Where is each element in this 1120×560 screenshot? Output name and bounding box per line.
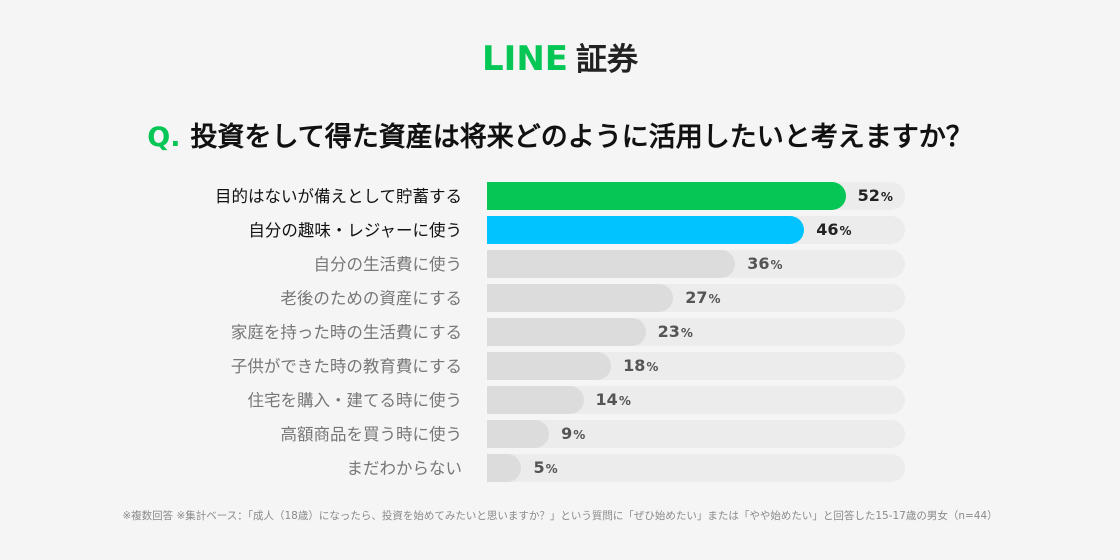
bar: [487, 386, 584, 414]
value-unit: %: [839, 224, 852, 238]
question-prefix: Q.: [147, 122, 181, 153]
chart-row: 目的はないが備えとして貯蓄する 52%: [0, 180, 1120, 210]
value-unit: %: [618, 394, 631, 408]
category-label: 目的はないが備えとして貯蓄する: [214, 187, 462, 206]
chart-row: 自分の生活費に使う 36%: [0, 248, 1120, 278]
logo-suffix: 証券: [576, 42, 638, 78]
value-unit: %: [880, 190, 893, 204]
chart-row: 自分の趣味・レジャーに使う 46%: [0, 214, 1120, 244]
question-title: Q. 投資をして得た資産は将来どのように活用したいと考えますか？: [0, 115, 1120, 154]
bar: [487, 318, 646, 346]
value-label: 5%: [533, 458, 557, 477]
logo-brand: LINE: [482, 39, 568, 79]
bar: [487, 250, 736, 278]
question-text: 投資をして得た資産は将来どのように活用したいと考えますか？: [190, 122, 973, 153]
chart-row: 住宅を購入・建てる時に使う 14%: [0, 384, 1120, 414]
value-label: 23%: [658, 322, 693, 341]
value-label: 9%: [561, 424, 585, 443]
value-label: 14%: [596, 390, 631, 409]
value-number: 23: [657, 322, 680, 341]
value-number: 14: [595, 390, 618, 409]
category-label: 老後のための資産にする: [280, 289, 462, 308]
category-label: 自分の生活費に使う: [313, 255, 463, 274]
value-unit: %: [646, 360, 659, 374]
bar: [487, 182, 846, 210]
value-number: 9: [561, 424, 573, 443]
category-label: 子供ができた時の教育費にする: [230, 357, 462, 376]
value-label: 18%: [623, 356, 658, 375]
category-label: 自分の趣味・レジャーに使う: [248, 221, 462, 240]
value-unit: %: [770, 258, 783, 272]
chart-row: 家庭を持った時の生活費にする 23%: [0, 316, 1120, 346]
value-number: 36: [747, 254, 770, 273]
category-label: まだわからない: [346, 459, 463, 478]
value-unit: %: [545, 462, 558, 476]
chart-row: 子供ができた時の教育費にする 18%: [0, 350, 1120, 380]
bar: [487, 216, 805, 244]
bar: [487, 284, 674, 312]
chart-row: まだわからない 5%: [0, 452, 1120, 482]
bar-track: [487, 454, 905, 482]
value-unit: %: [708, 292, 721, 306]
bar: [487, 352, 612, 380]
value-number: 18: [623, 356, 646, 375]
value-number: 46: [816, 220, 839, 239]
bar: [487, 454, 522, 482]
value-label: 27%: [685, 288, 720, 307]
chart-row: 高額商品を買う時に使う 9%: [0, 418, 1120, 448]
value-unit: %: [680, 326, 693, 340]
bar: [487, 420, 550, 448]
value-number: 52: [857, 186, 880, 205]
value-number: 27: [685, 288, 708, 307]
category-label: 住宅を購入・建てる時に使う: [247, 391, 463, 410]
value-label: 52%: [858, 186, 893, 205]
category-label: 高額商品を買う時に使う: [280, 425, 463, 444]
footnote: ※複数回答 ※集計ベース：「成人（18歳）になったら、投資を始めてみたいと思いま…: [122, 510, 998, 522]
logo: LINE 証券: [0, 34, 1120, 79]
value-label: 46%: [816, 220, 851, 239]
value-label: 36%: [747, 254, 782, 273]
value-unit: %: [573, 428, 586, 442]
value-number: 5: [533, 458, 545, 477]
category-label: 家庭を持った時の生活費にする: [230, 323, 462, 342]
chart-row: 老後のための資産にする 27%: [0, 282, 1120, 312]
bar-track: [487, 420, 905, 448]
